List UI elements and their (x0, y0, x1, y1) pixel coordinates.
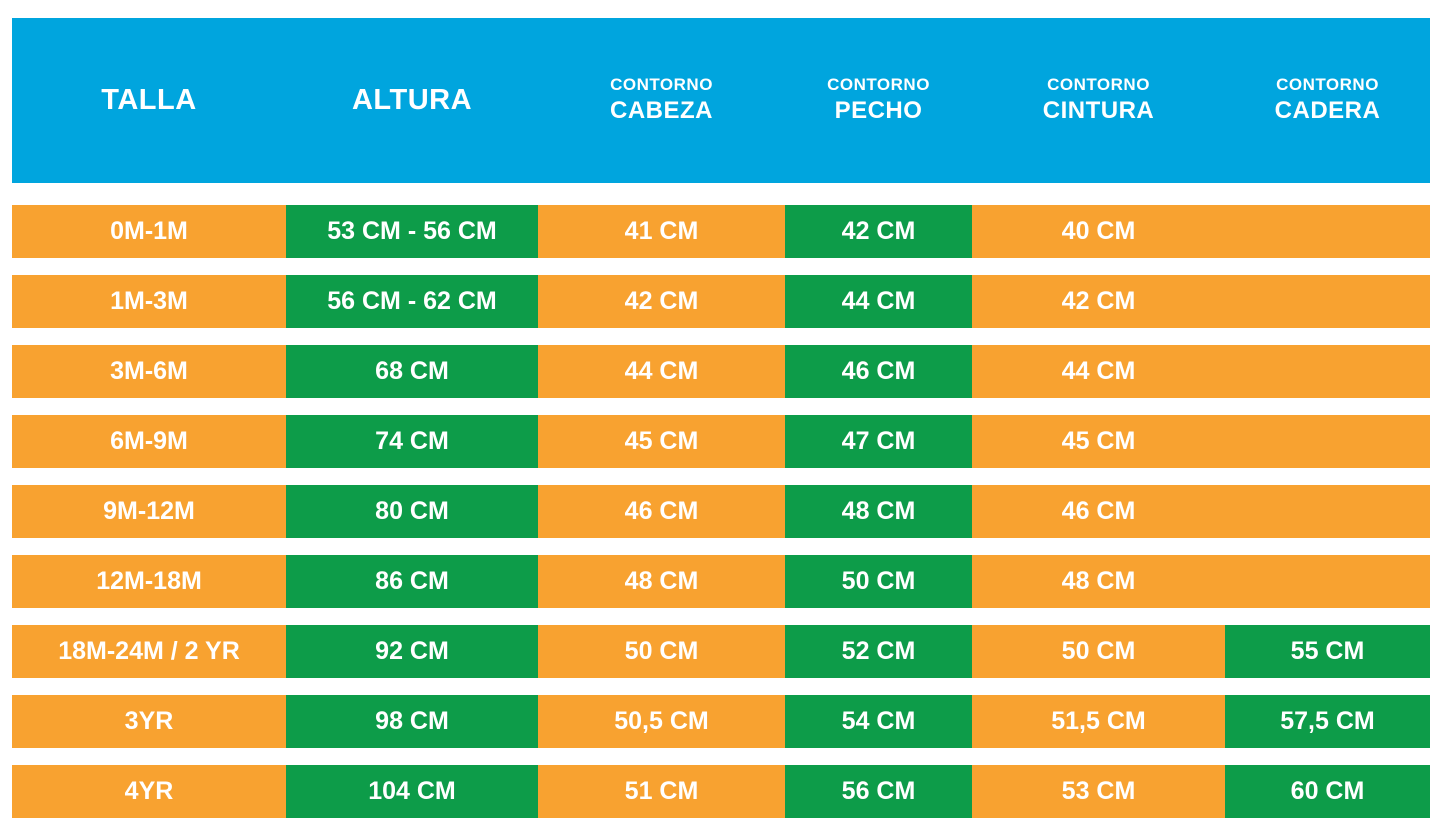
table-row: 12M-18M 86 CM 48 CM 50 CM 48 CM (12, 555, 1430, 608)
cell-cabeza: 48 CM (538, 555, 785, 608)
cell-cabeza: 51 CM (538, 765, 785, 818)
cell-cadera: 60 CM (1225, 765, 1430, 818)
header-pecho-line1: CONTORNO (827, 75, 930, 95)
cell-pecho: 54 CM (785, 695, 972, 748)
header-talla: TALLA (12, 18, 286, 183)
cell-talla: 1M-3M (12, 275, 286, 328)
cell-cabeza: 45 CM (538, 415, 785, 468)
header-contorno-pecho: CONTORNO PECHO (785, 18, 972, 183)
cell-cadera (1225, 205, 1430, 258)
cell-cadera (1225, 415, 1430, 468)
cell-altura: 98 CM (286, 695, 538, 748)
header-cadera-line1: CONTORNO (1276, 75, 1379, 95)
header-altura-label: ALTURA (351, 83, 473, 116)
cell-cadera: 57,5 CM (1225, 695, 1430, 748)
cell-cintura: 50 CM (972, 625, 1225, 678)
cell-pecho: 47 CM (785, 415, 972, 468)
cell-cintura: 45 CM (972, 415, 1225, 468)
table-row: 18M-24M / 2 YR 92 CM 50 CM 52 CM 50 CM 5… (12, 625, 1430, 678)
cell-altura: 104 CM (286, 765, 538, 818)
cell-cabeza: 50,5 CM (538, 695, 785, 748)
header-pecho-line2: PECHO (834, 97, 923, 125)
cell-cadera (1225, 485, 1430, 538)
header-cabeza-line2: CABEZA (610, 97, 713, 125)
cell-altura: 74 CM (286, 415, 538, 468)
header-cintura-line1: CONTORNO (1047, 75, 1150, 95)
cell-cabeza: 46 CM (538, 485, 785, 538)
header-contorno-cadera: CONTORNO CADERA (1225, 18, 1430, 183)
cell-talla: 0M-1M (12, 205, 286, 258)
cell-cabeza: 41 CM (538, 205, 785, 258)
cell-cintura: 53 CM (972, 765, 1225, 818)
cell-talla: 3M-6M (12, 345, 286, 398)
table-row: 0M-1M 53 CM - 56 CM 41 CM 42 CM 40 CM (12, 205, 1430, 258)
cell-altura: 86 CM (286, 555, 538, 608)
cell-cabeza: 50 CM (538, 625, 785, 678)
table-row: 9M-12M 80 CM 46 CM 48 CM 46 CM (12, 485, 1430, 538)
header-cadera-line2: CADERA (1274, 97, 1381, 125)
header-contorno-cintura: CONTORNO CINTURA (972, 18, 1225, 183)
table-row: 4YR 104 CM 51 CM 56 CM 53 CM 60 CM (12, 765, 1430, 818)
header-talla-label: TALLA (101, 83, 197, 116)
cell-pecho: 48 CM (785, 485, 972, 538)
cell-talla: 4YR (12, 765, 286, 818)
cell-pecho: 52 CM (785, 625, 972, 678)
cell-altura: 92 CM (286, 625, 538, 678)
cell-talla: 3YR (12, 695, 286, 748)
header-cintura-line2: CINTURA (1042, 97, 1155, 125)
table-row: 1M-3M 56 CM - 62 CM 42 CM 44 CM 42 CM (12, 275, 1430, 328)
cell-pecho: 46 CM (785, 345, 972, 398)
cell-talla: 12M-18M (12, 555, 286, 608)
cell-cintura: 46 CM (972, 485, 1225, 538)
cell-cadera: 55 CM (1225, 625, 1430, 678)
cell-cintura: 51,5 CM (972, 695, 1225, 748)
cell-pecho: 42 CM (785, 205, 972, 258)
cell-altura: 80 CM (286, 485, 538, 538)
cell-cadera (1225, 345, 1430, 398)
cell-cintura: 40 CM (972, 205, 1225, 258)
cell-cabeza: 44 CM (538, 345, 785, 398)
cell-cintura: 48 CM (972, 555, 1225, 608)
cell-cintura: 42 CM (972, 275, 1225, 328)
cell-altura: 56 CM - 62 CM (286, 275, 538, 328)
cell-cadera (1225, 555, 1430, 608)
header-cabeza-line1: CONTORNO (610, 75, 713, 95)
cell-altura: 68 CM (286, 345, 538, 398)
cell-talla: 6M-9M (12, 415, 286, 468)
table-row: 3M-6M 68 CM 44 CM 46 CM 44 CM (12, 345, 1430, 398)
cell-pecho: 50 CM (785, 555, 972, 608)
cell-altura: 53 CM - 56 CM (286, 205, 538, 258)
cell-cadera (1225, 275, 1430, 328)
cell-talla: 18M-24M / 2 YR (12, 625, 286, 678)
header-contorno-cabeza: CONTORNO CABEZA (538, 18, 785, 183)
table-row: 6M-9M 74 CM 45 CM 47 CM 45 CM (12, 415, 1430, 468)
header-altura: ALTURA (286, 18, 538, 183)
table-header-row: TALLA ALTURA CONTORNO CABEZA CONTORNO PE… (12, 18, 1430, 183)
cell-pecho: 56 CM (785, 765, 972, 818)
cell-cintura: 44 CM (972, 345, 1225, 398)
cell-cabeza: 42 CM (538, 275, 785, 328)
table-row: 3YR 98 CM 50,5 CM 54 CM 51,5 CM 57,5 CM (12, 695, 1430, 748)
cell-pecho: 44 CM (785, 275, 972, 328)
cell-talla: 9M-12M (12, 485, 286, 538)
